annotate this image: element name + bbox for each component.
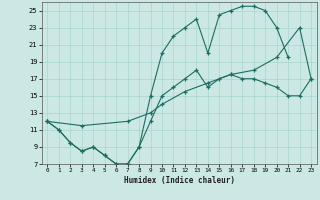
X-axis label: Humidex (Indice chaleur): Humidex (Indice chaleur) [124, 176, 235, 185]
